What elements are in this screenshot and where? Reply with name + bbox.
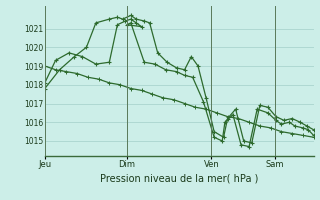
- X-axis label: Pression niveau de la mer( hPa ): Pression niveau de la mer( hPa ): [100, 173, 258, 183]
